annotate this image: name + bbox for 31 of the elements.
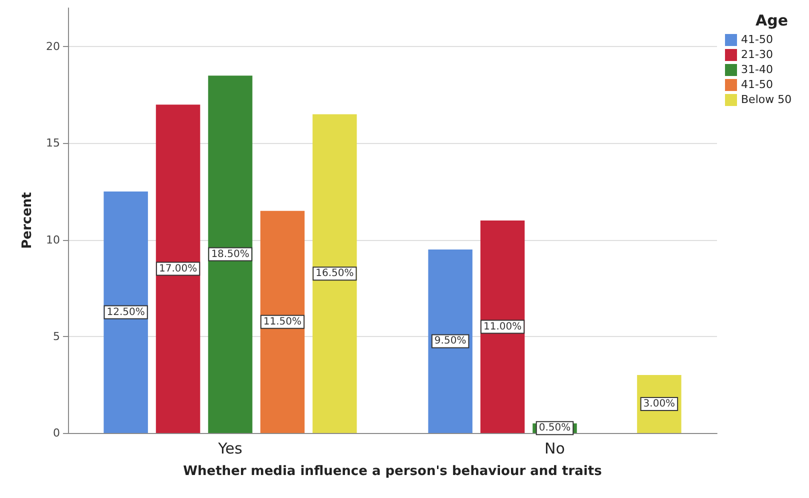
data-label: 9.50% [434, 336, 466, 347]
data-label: 12.50% [106, 306, 145, 318]
x-tick-label: Yes [217, 440, 243, 458]
bar [260, 210, 305, 433]
bar [312, 114, 357, 433]
legend-label: 41-50 [741, 78, 773, 91]
data-label: 11.00% [483, 321, 522, 332]
data-label: 18.50% [211, 248, 250, 260]
y-tick-label: 0 [53, 426, 60, 440]
legend-title: Age [755, 12, 788, 30]
data-label: 11.50% [263, 316, 302, 328]
bar [208, 76, 252, 433]
y-tick-label: 15 [46, 136, 60, 150]
y-axis-title: Percent [20, 192, 35, 249]
bar [156, 104, 200, 433]
data-label: 3.00% [643, 398, 676, 410]
data-label: 17.00% [158, 263, 198, 274]
legend-label: 41-50 [741, 33, 773, 46]
data-label: 16.50% [316, 268, 354, 280]
x-tick-label: No [544, 440, 565, 458]
y-tick-label: 20 [46, 40, 60, 54]
legend-label: Below 50 [741, 93, 792, 106]
legend-label: 31-40 [741, 63, 773, 76]
bar [104, 192, 148, 433]
bar [428, 249, 472, 433]
y-tick-label: 5 [53, 330, 60, 343]
data-label: 0.50% [538, 422, 571, 434]
legend-label: 21-30 [741, 48, 773, 61]
x-axis-title: Whether media influence a person's behaviour and traits [183, 464, 602, 479]
y-tick-label: 10 [46, 233, 60, 246]
bar [480, 220, 525, 433]
